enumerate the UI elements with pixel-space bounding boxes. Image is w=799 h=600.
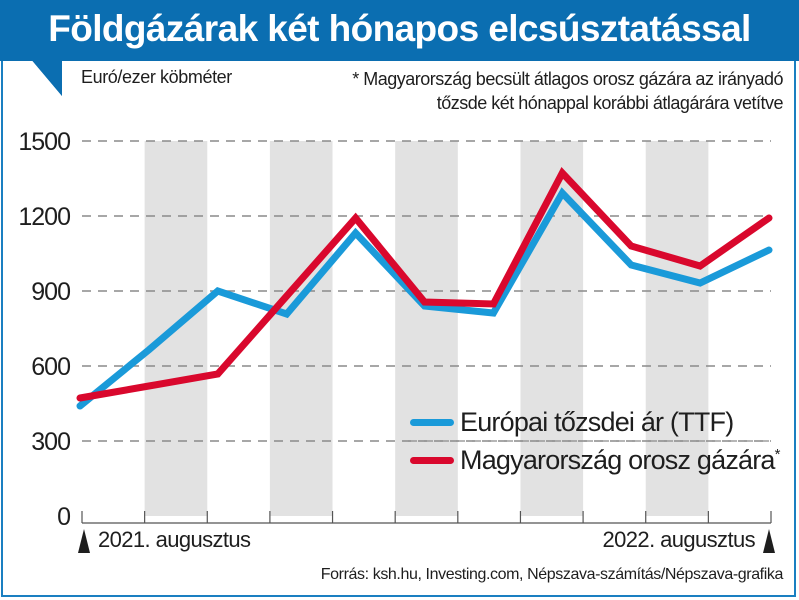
- month-band: [269, 141, 333, 516]
- y-tick-label: 600: [31, 353, 70, 381]
- legend-item-hungary: Magyarország orosz gázára*: [410, 441, 781, 479]
- footnote: * Magyarország becsült átlagos orosz gáz…: [263, 67, 783, 115]
- y-tick-label: 1200: [18, 203, 70, 231]
- y-axis-unit-label: Euró/ezer köbméter: [81, 67, 232, 87]
- y-tick-label: 0: [57, 503, 70, 531]
- gridlines: [82, 140, 771, 442]
- legend-item-ttf: Európai tőzsdei ár (TTF): [410, 403, 780, 441]
- x-axis: [81, 511, 772, 524]
- legend-swatch-blue: [410, 418, 454, 426]
- y-tick-label: 300: [31, 428, 70, 456]
- source-note: Forrás: ksh.hu, Investing.com, Népszava-…: [320, 566, 784, 583]
- legend-label-hungary-text: Magyarország orosz gázára: [460, 444, 775, 475]
- footnote-line-2: tőzsde két hónappal korábbi átlagárára v…: [436, 93, 784, 113]
- month-band: [645, 141, 709, 516]
- title-bar: Földgázárak két hónapos elcsúsztatással: [0, 0, 799, 61]
- title-corner-decoration: [0, 58, 62, 96]
- month-band: [395, 141, 458, 516]
- legend: Európai tőzsdei ár (TTF) Magyarország or…: [410, 403, 781, 479]
- legend-swatch-red: [410, 456, 454, 464]
- start-arrow-icon: [78, 529, 90, 553]
- series-lines: [76, 167, 773, 410]
- legend-label-ttf: Európai tőzsdei ár (TTF): [460, 406, 734, 437]
- x-end-label: 2022. augusztus: [602, 527, 756, 552]
- end-arrow-icon: [763, 529, 775, 553]
- y-tick-label: 1500: [18, 128, 70, 156]
- legend-asterisk: *: [774, 445, 781, 463]
- y-tick-label: 900: [31, 278, 70, 306]
- month-bands: [144, 141, 709, 516]
- footnote-line-1: * Magyarország becsült átlagos orosz gáz…: [352, 69, 783, 89]
- y-tick-labels: 0 300 600 900 1200 1500: [18, 128, 71, 531]
- x-start-label: 2021. augusztus: [98, 527, 251, 552]
- chart-title: Földgázárak két hónapos elcsúsztatással: [48, 8, 751, 49]
- legend-label-hungary: Magyarország orosz gázára*: [460, 444, 781, 476]
- corner-wedge-fill: [0, 58, 62, 96]
